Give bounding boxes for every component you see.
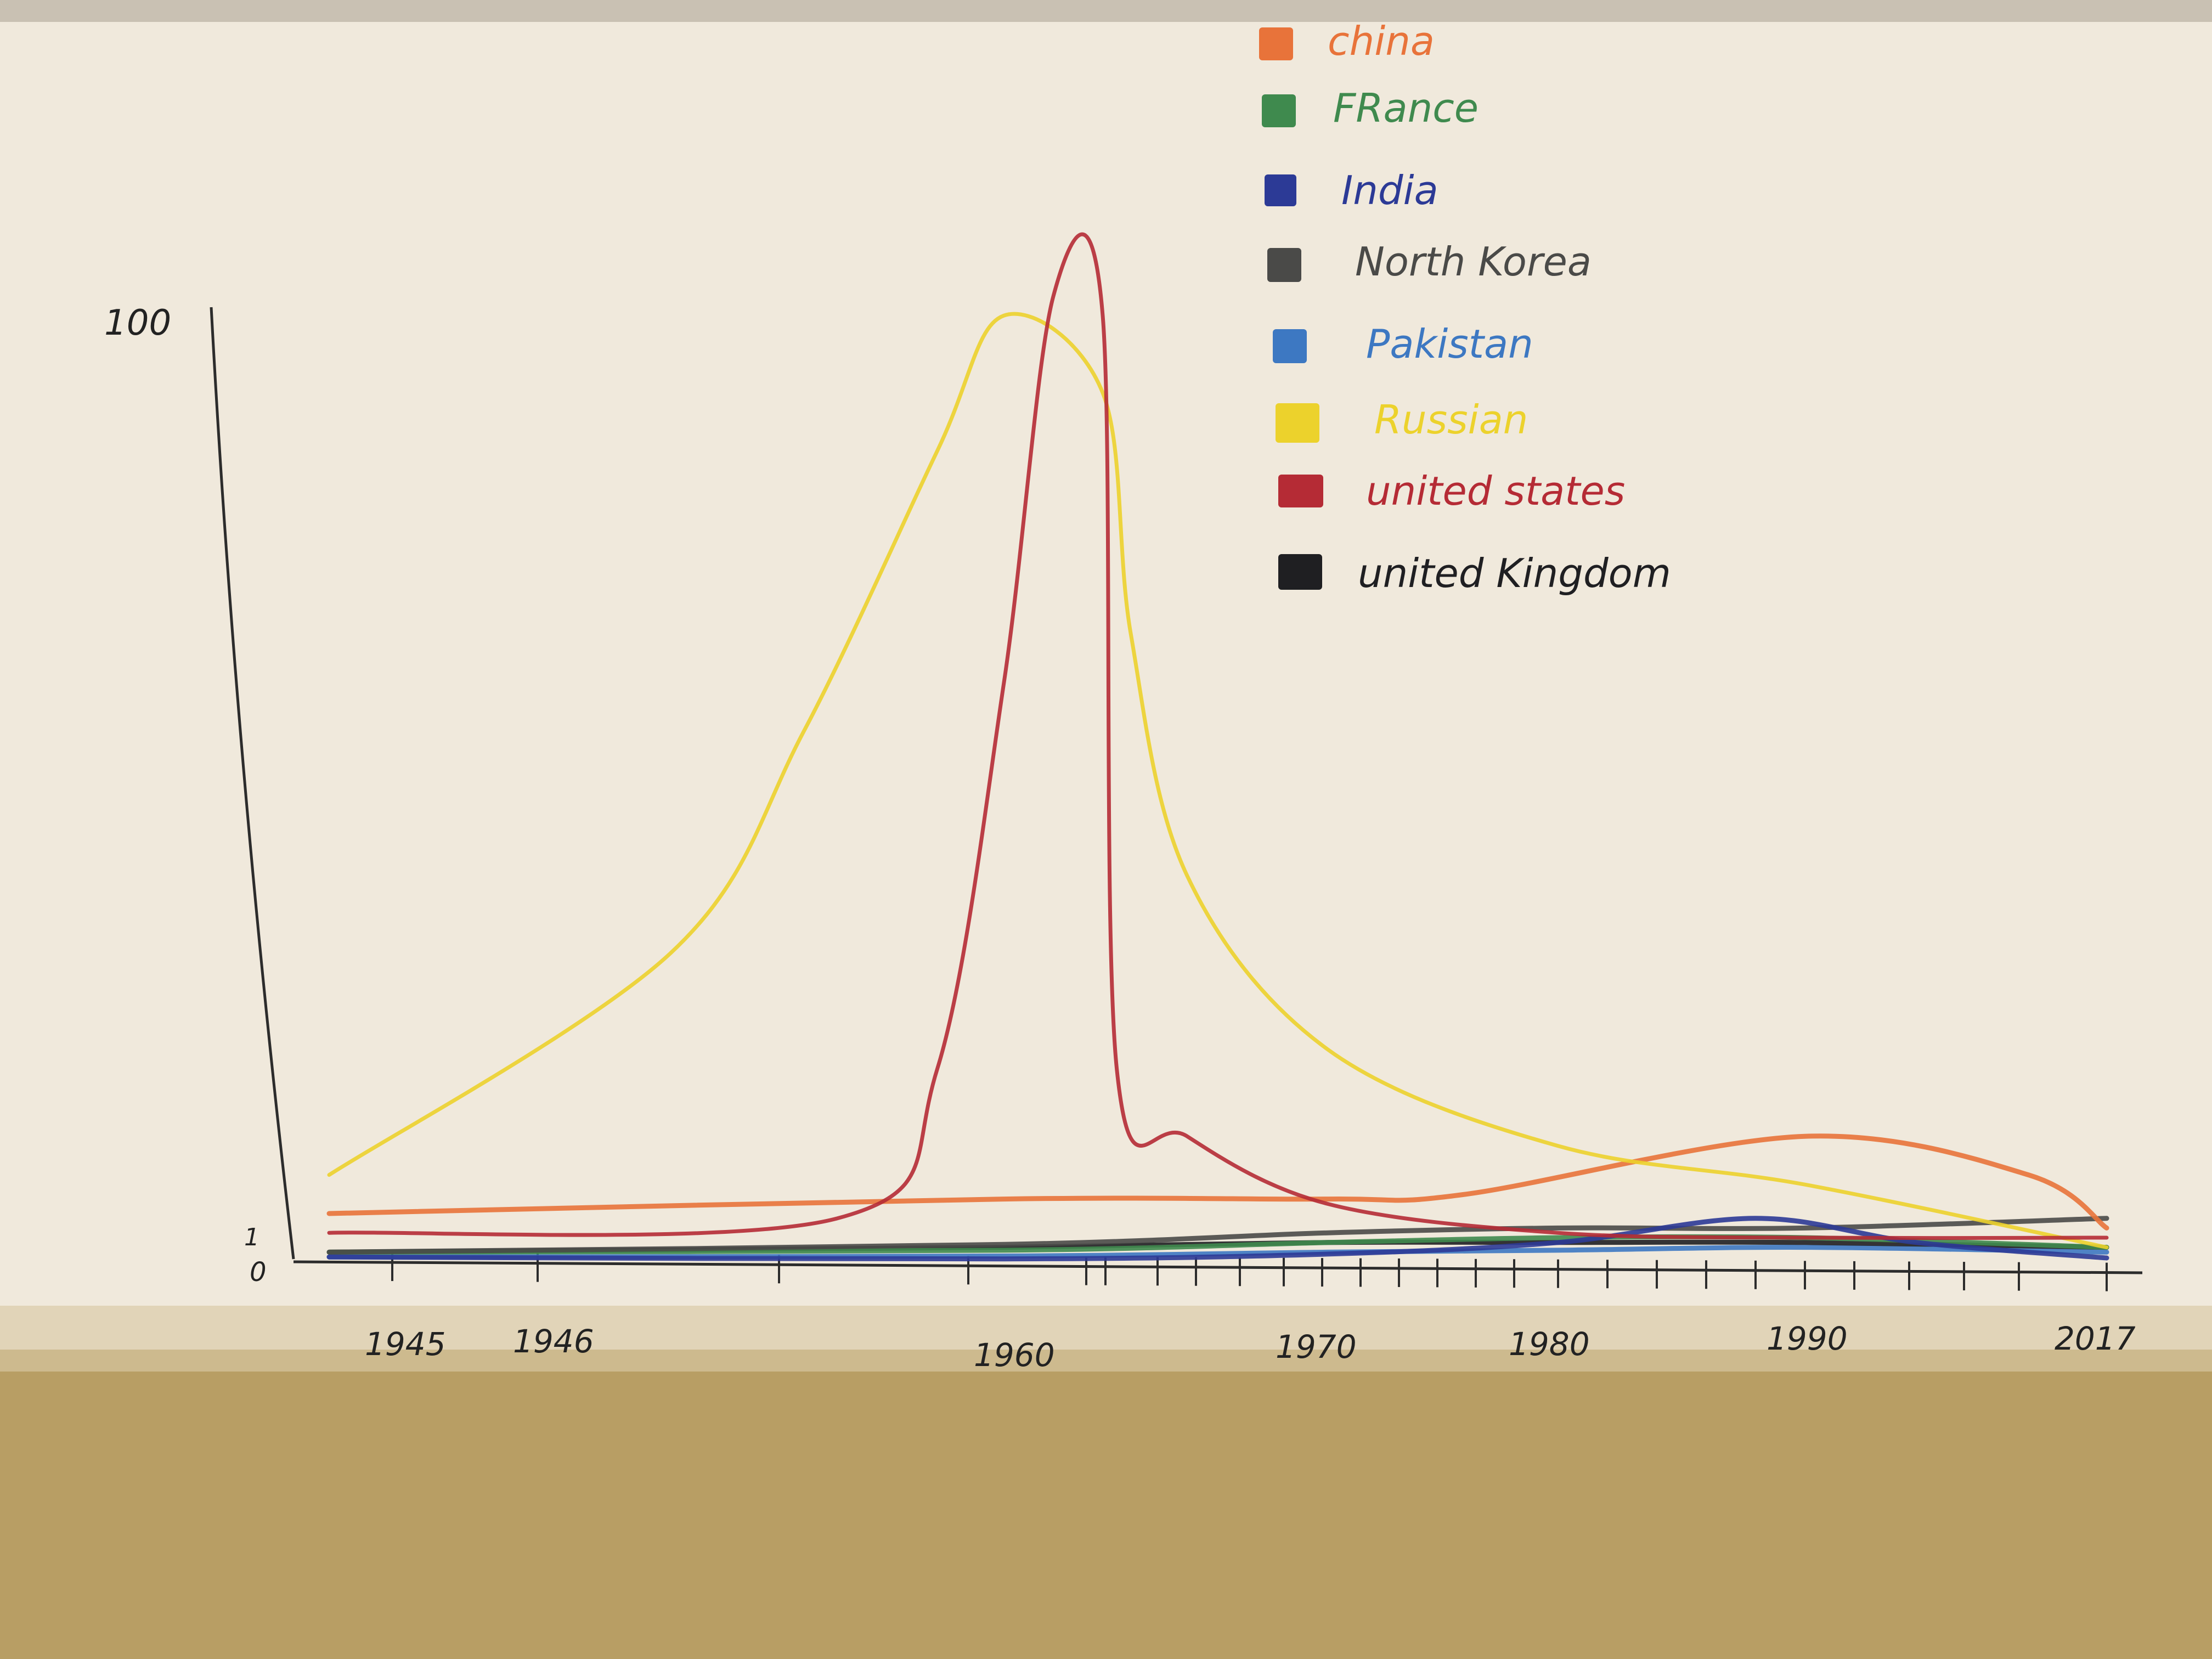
legend-label: united Kingdom bbox=[1358, 550, 1671, 596]
y-tick-label: 1 bbox=[244, 1223, 259, 1251]
legend-item-united-states: united states bbox=[1278, 468, 1625, 514]
legend-item-france: FRance bbox=[1262, 85, 1479, 131]
y-tick-label: 100 bbox=[104, 303, 171, 343]
legend-swatch bbox=[1267, 248, 1301, 282]
x-axis-line bbox=[293, 1260, 2143, 1274]
legend-label: FRance bbox=[1333, 85, 1479, 131]
legend-item-united-kingdom: united Kingdom bbox=[1278, 550, 1671, 596]
legend: china FRance India North Korea Pakistan … bbox=[1259, 18, 1671, 596]
x-tick-label: 1970 bbox=[1276, 1328, 1357, 1365]
x-tick-label: 1980 bbox=[1509, 1325, 1590, 1363]
legend-item-north-korea: North Korea bbox=[1267, 239, 1592, 285]
x-tick-label: 1945 bbox=[365, 1325, 446, 1363]
y-tick-label: 0 bbox=[250, 1257, 267, 1288]
series-lines bbox=[326, 232, 2109, 1262]
legend-label: India bbox=[1341, 167, 1438, 213]
y-axis-tick-labels: 100 1 0 bbox=[104, 303, 267, 1288]
x-tick-label: 2017 bbox=[2055, 1320, 2136, 1357]
series-line-china bbox=[326, 1133, 2109, 1231]
x-tick-label: 1946 bbox=[513, 1323, 594, 1360]
legend-swatch bbox=[1259, 27, 1293, 60]
x-tick-label: 1960 bbox=[974, 1336, 1055, 1374]
legend-swatch bbox=[1276, 403, 1319, 443]
y-axis-line bbox=[210, 307, 295, 1260]
legend-item-pakistan: Pakistan bbox=[1273, 321, 1533, 367]
legend-swatch bbox=[1262, 94, 1296, 127]
legend-swatch bbox=[1273, 329, 1307, 363]
legend-label: Pakistan bbox=[1366, 321, 1533, 367]
legend-label: North Korea bbox=[1355, 239, 1592, 285]
x-axis-tick-labels: 1945 1946 1960 1970 1980 1990 2017 bbox=[365, 1320, 2136, 1374]
legend-swatch bbox=[1278, 475, 1323, 507]
legend-item-china: china bbox=[1259, 18, 1435, 64]
legend-swatch bbox=[1278, 554, 1322, 590]
legend-swatch bbox=[1265, 174, 1296, 206]
legend-label: united states bbox=[1366, 468, 1625, 514]
legend-label: Russian bbox=[1374, 397, 1528, 443]
series-line-russian bbox=[327, 312, 2109, 1250]
legend-item-india: India bbox=[1265, 167, 1438, 213]
series-line-united-states bbox=[327, 232, 2109, 1240]
legend-item-russian: Russian bbox=[1276, 397, 1528, 443]
legend-label: china bbox=[1328, 18, 1435, 64]
x-tick-label: 1990 bbox=[1767, 1320, 1848, 1357]
